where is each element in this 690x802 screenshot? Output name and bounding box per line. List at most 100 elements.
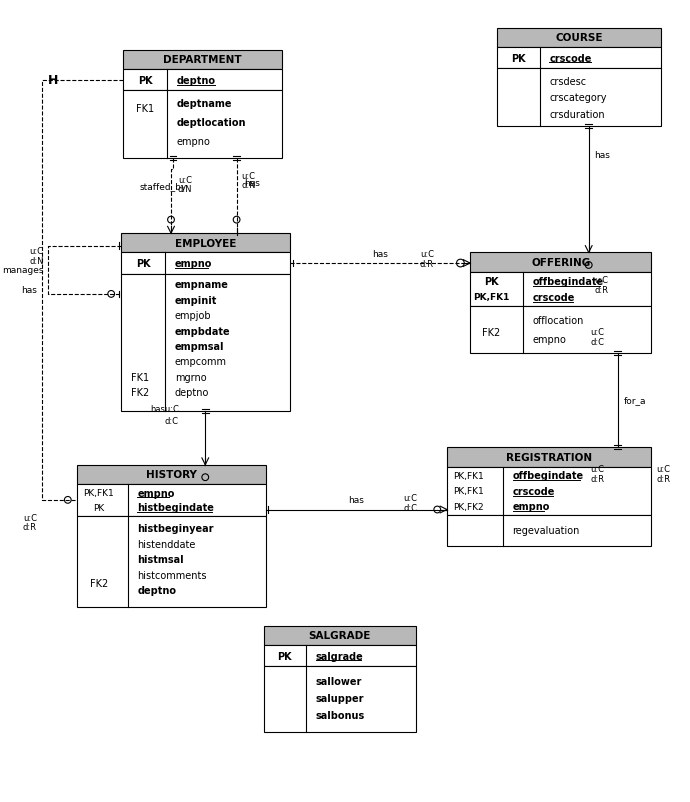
Text: FK2: FK2 xyxy=(90,578,108,589)
Text: u:C: u:C xyxy=(241,172,255,180)
Text: u:C: u:C xyxy=(656,464,670,473)
Text: salgrade: salgrade xyxy=(316,651,364,661)
Bar xyxy=(470,273,651,307)
Text: deptno: deptno xyxy=(175,388,209,398)
Text: d:R: d:R xyxy=(591,474,604,483)
Text: crscode: crscode xyxy=(513,486,555,496)
Bar xyxy=(77,484,266,516)
Text: FK1: FK1 xyxy=(131,372,149,383)
Text: deptname: deptname xyxy=(177,99,233,109)
Text: d:R: d:R xyxy=(595,286,609,294)
Bar xyxy=(77,465,266,484)
Bar xyxy=(470,307,651,354)
Text: H: H xyxy=(48,74,58,87)
Text: empno: empno xyxy=(533,334,566,345)
Text: empjob: empjob xyxy=(175,310,212,321)
Text: offbegindate: offbegindate xyxy=(533,277,604,287)
Text: d:R: d:R xyxy=(23,523,37,532)
Bar xyxy=(264,666,416,732)
Text: crsdesc: crsdesc xyxy=(549,77,586,87)
Text: crscode: crscode xyxy=(549,54,591,63)
Text: PK,FK1: PK,FK1 xyxy=(83,488,114,497)
Bar xyxy=(121,253,290,274)
Text: d:C: d:C xyxy=(591,338,604,346)
Text: manages: manages xyxy=(2,266,43,275)
Text: HISTORY: HISTORY xyxy=(146,470,197,480)
Text: empbdate: empbdate xyxy=(175,326,230,336)
Text: PK,FK1: PK,FK1 xyxy=(453,471,484,480)
Text: histbegindate: histbegindate xyxy=(137,503,214,512)
Text: PK: PK xyxy=(277,651,292,661)
Text: u:C: u:C xyxy=(591,464,604,473)
Text: has: has xyxy=(21,286,37,295)
Text: PK: PK xyxy=(511,54,526,63)
Bar xyxy=(497,48,661,69)
Text: crsduration: crsduration xyxy=(549,109,604,119)
Text: crscategory: crscategory xyxy=(549,93,607,103)
Text: PK,FK2: PK,FK2 xyxy=(453,502,484,511)
Text: OFFERING: OFFERING xyxy=(531,257,591,268)
Text: DEPARTMENT: DEPARTMENT xyxy=(163,55,242,66)
Text: FK2: FK2 xyxy=(482,327,500,337)
Text: histbeginyear: histbeginyear xyxy=(137,524,214,533)
Text: histmsal: histmsal xyxy=(137,554,184,565)
Text: crscode: crscode xyxy=(533,293,575,302)
Bar xyxy=(470,253,651,273)
Text: has: has xyxy=(372,249,388,258)
Bar xyxy=(264,626,416,646)
Bar xyxy=(123,70,282,91)
Text: u:C: u:C xyxy=(404,494,417,503)
Text: deptno: deptno xyxy=(177,75,216,86)
Text: has: has xyxy=(244,179,260,188)
Text: regevaluation: regevaluation xyxy=(513,525,580,536)
Text: FK1: FK1 xyxy=(136,103,154,114)
Text: u:C: u:C xyxy=(420,249,434,258)
Text: histenddate: histenddate xyxy=(137,539,196,549)
Text: empno: empno xyxy=(177,137,210,148)
Text: salbonus: salbonus xyxy=(316,711,365,720)
Bar xyxy=(497,29,661,48)
Text: staffed_by: staffed_by xyxy=(139,183,187,192)
Text: COURSE: COURSE xyxy=(555,33,603,43)
Text: PK,FK1: PK,FK1 xyxy=(453,487,484,496)
Text: d:N: d:N xyxy=(29,257,43,265)
Text: empmsal: empmsal xyxy=(175,342,224,351)
Text: u:C: u:C xyxy=(595,276,609,285)
Bar xyxy=(121,234,290,253)
Text: has: has xyxy=(348,496,364,504)
Text: d:N: d:N xyxy=(178,185,193,194)
Bar xyxy=(264,646,416,666)
Text: deptno: deptno xyxy=(137,585,176,595)
Text: empno: empno xyxy=(137,488,175,498)
Text: u:C: u:C xyxy=(178,176,192,184)
Text: histcomments: histcomments xyxy=(137,570,207,580)
Text: u:C: u:C xyxy=(23,513,37,522)
Text: u:C: u:C xyxy=(591,328,604,337)
Text: PK: PK xyxy=(137,75,152,86)
Text: PK,FK1: PK,FK1 xyxy=(473,293,509,302)
Text: d:C: d:C xyxy=(404,504,417,512)
Bar xyxy=(123,91,282,159)
Text: u:C: u:C xyxy=(30,247,43,256)
Bar xyxy=(121,274,290,411)
Text: d:R: d:R xyxy=(420,259,434,268)
Text: for_a: for_a xyxy=(624,396,646,405)
Text: empcomm: empcomm xyxy=(175,357,227,367)
Text: FK2: FK2 xyxy=(131,388,149,398)
Text: sallower: sallower xyxy=(316,676,362,686)
Bar xyxy=(497,69,661,127)
Text: d:R: d:R xyxy=(656,474,670,483)
Text: REGISTRATION: REGISTRATION xyxy=(506,452,592,463)
Text: empno: empno xyxy=(175,259,213,269)
Text: SALGRADE: SALGRADE xyxy=(308,630,371,641)
Bar xyxy=(447,448,651,467)
Bar xyxy=(447,515,651,546)
Text: EMPLOYEE: EMPLOYEE xyxy=(175,238,236,249)
Text: PK: PK xyxy=(136,259,150,269)
Text: PK: PK xyxy=(484,277,499,287)
Text: d:N: d:N xyxy=(241,181,256,190)
Text: empinit: empinit xyxy=(175,295,217,306)
Bar xyxy=(123,51,282,70)
Text: empname: empname xyxy=(175,280,229,290)
Text: PK: PK xyxy=(93,503,104,512)
